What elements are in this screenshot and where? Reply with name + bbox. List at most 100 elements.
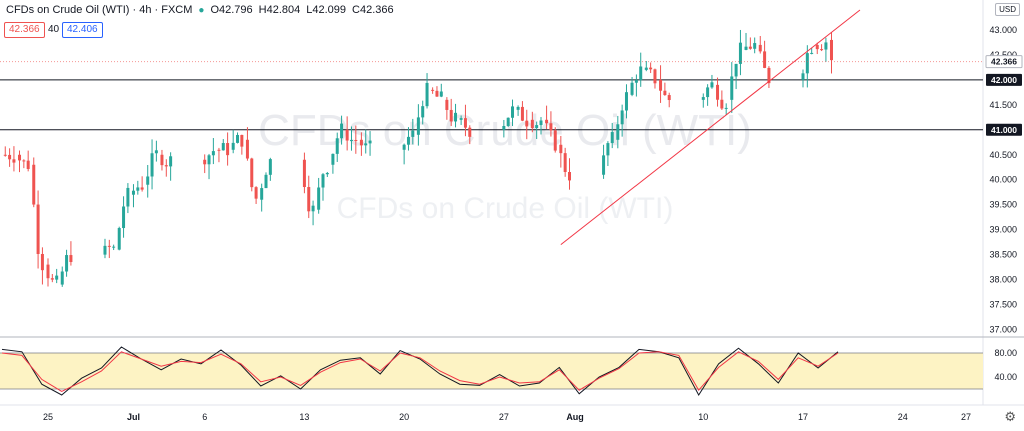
- candle-body: [264, 174, 268, 189]
- candle-body: [325, 172, 329, 175]
- legend-header: CFDs on Crude Oil (WTI) · 4h · FXCM ● O4…: [6, 4, 394, 16]
- candle-body: [606, 143, 610, 156]
- candle-body: [345, 129, 349, 141]
- candle-body: [829, 39, 833, 61]
- candle-body: [349, 140, 353, 142]
- stochastic-d-line: [1, 351, 839, 392]
- candle-body: [340, 123, 344, 139]
- candle-body: [716, 84, 720, 100]
- candle-body: [60, 271, 64, 285]
- candle-body: [563, 153, 567, 173]
- ohlc-close: C42.366: [352, 4, 394, 16]
- candle-body: [3, 154, 7, 156]
- candle-body: [250, 158, 254, 188]
- candle-body: [331, 153, 335, 165]
- candle-body: [40, 253, 44, 271]
- candle-body: [140, 187, 144, 190]
- candle-body: [268, 159, 272, 175]
- candle-body: [748, 46, 752, 49]
- candle-body: [122, 206, 126, 229]
- spread-value: 40: [48, 24, 60, 35]
- candle-body: [502, 125, 506, 130]
- candle-body: [221, 143, 225, 151]
- candle-body: [445, 99, 449, 110]
- candle-body: [720, 99, 724, 109]
- candle-body: [260, 188, 264, 200]
- candle-body: [112, 246, 116, 248]
- candle-body: [211, 151, 215, 156]
- candle-body: [667, 95, 671, 101]
- candle-body: [364, 143, 368, 146]
- time-tick-label: 6: [202, 412, 207, 422]
- candle-body: [753, 43, 757, 49]
- time-tick-label: Jul: [127, 412, 140, 422]
- candle-body: [46, 264, 50, 279]
- candle-body: [146, 176, 150, 185]
- candle-body: [549, 123, 553, 131]
- candle-body: [439, 91, 443, 97]
- price-tick-label: 39.500: [989, 200, 1017, 210]
- candle-body: [449, 109, 453, 122]
- price-tick-label: 37.500: [989, 300, 1017, 310]
- candle-body: [516, 106, 520, 110]
- settings-gear-icon[interactable]: ⚙: [1004, 409, 1016, 424]
- candle-body: [701, 97, 705, 100]
- sell-price-button[interactable]: 42.366: [4, 22, 45, 38]
- candle-body: [164, 165, 168, 167]
- candle-body: [317, 187, 321, 210]
- candle-body: [659, 79, 663, 91]
- candle-body: [463, 118, 467, 128]
- candle-body: [506, 117, 510, 126]
- time-tick-label: 27: [961, 412, 971, 422]
- candle-body: [406, 136, 410, 145]
- last-price-tag: [985, 55, 1023, 69]
- level-price-label: 42.000: [991, 75, 1017, 85]
- price-tick-label: 38.500: [989, 250, 1017, 260]
- price-tick-label: 37.000: [989, 325, 1017, 335]
- time-tick-label: 17: [798, 412, 808, 422]
- candle-body: [411, 130, 415, 137]
- candle-body: [763, 51, 767, 68]
- candle-body: [36, 204, 40, 254]
- candle-body: [545, 119, 549, 124]
- time-tick-label: 27: [499, 412, 509, 422]
- trendline[interactable]: [560, 9, 861, 246]
- candle-body: [663, 90, 667, 96]
- candle-body: [169, 156, 173, 167]
- candle-body: [154, 150, 158, 154]
- candle-body: [421, 106, 425, 118]
- candle-body: [26, 160, 30, 169]
- candle-body: [801, 73, 805, 80]
- candle-body: [32, 164, 36, 205]
- candle-body: [639, 66, 643, 81]
- candle-body: [240, 134, 244, 147]
- candle-body: [644, 67, 648, 70]
- candle-body: [311, 205, 315, 212]
- candle-body: [354, 140, 358, 142]
- candle-body: [520, 106, 524, 121]
- candle-body: [12, 159, 16, 163]
- candle-body: [459, 118, 463, 120]
- candle-body: [22, 160, 26, 162]
- candle-body: [620, 110, 624, 125]
- time-tick-label: 25: [43, 412, 53, 422]
- candle-body: [758, 44, 762, 52]
- currency-button[interactable]: USD: [995, 3, 1020, 16]
- stochastic-tick-label: 80.00: [994, 348, 1017, 358]
- ohlc-low: L42.099: [306, 4, 347, 16]
- candle-body: [359, 139, 363, 146]
- time-tick-label: 10: [698, 412, 708, 422]
- candle-body: [535, 125, 539, 129]
- candle-body: [226, 143, 230, 156]
- candle-body: [50, 278, 54, 280]
- last-price-label: 42.366: [991, 57, 1017, 67]
- buy-price-button[interactable]: 42.406: [62, 22, 103, 38]
- candle-body: [649, 67, 653, 70]
- candle-body: [815, 44, 819, 50]
- price-tick-label: 40.000: [989, 175, 1017, 185]
- price-tick-label: 42.500: [989, 50, 1017, 60]
- candle-body: [431, 89, 435, 91]
- candle-body: [65, 255, 69, 272]
- price-tick-label: 41.500: [989, 100, 1017, 110]
